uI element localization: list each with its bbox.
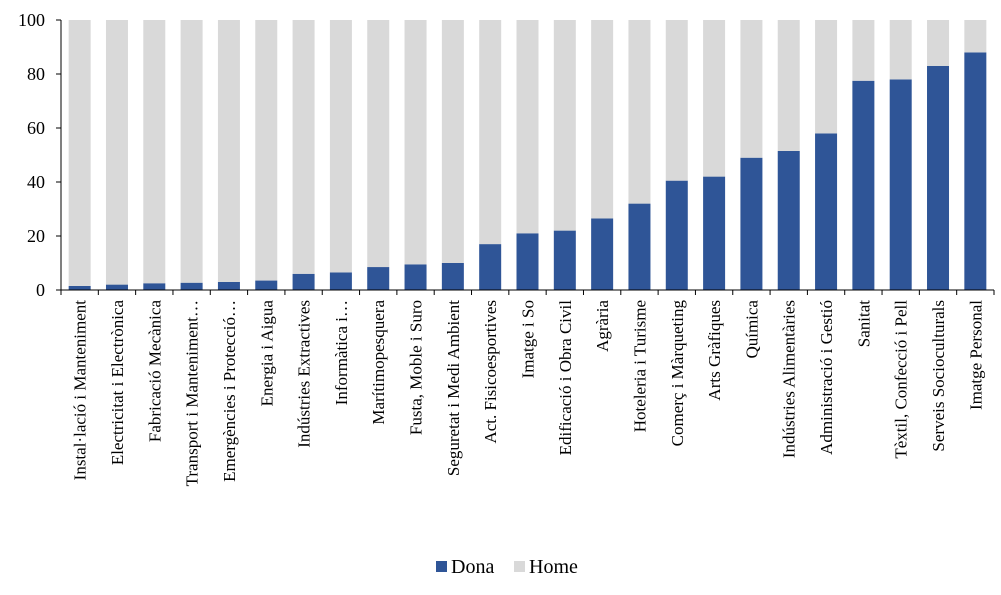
bar-dona-23 <box>927 65 950 291</box>
x-category-label: Fabricació Mecànica <box>145 300 164 443</box>
bar-dona-24 <box>964 52 987 291</box>
bar-home-4 <box>217 20 240 282</box>
legend: Dona Home <box>436 556 578 578</box>
bar-home-23 <box>927 20 950 66</box>
x-category-label: Informàtica i… <box>332 300 351 405</box>
bar-home-20 <box>815 20 838 134</box>
bar-dona-5 <box>255 280 278 290</box>
legend-swatch-home <box>514 561 525 572</box>
bar-home-15 <box>628 20 651 204</box>
y-axis-ticks: 0 20 40 60 80 100 <box>18 10 61 300</box>
y-tick-label: 40 <box>27 172 45 192</box>
y-tick-label: 80 <box>27 64 45 84</box>
x-category-label: Edificació i Obra Civil <box>556 300 575 456</box>
x-category-label: Química <box>742 300 761 359</box>
bar-dona-22 <box>889 79 912 291</box>
y-tick-label: 0 <box>36 280 45 300</box>
bar-dona-11 <box>479 244 502 290</box>
bar-home-17 <box>703 20 726 177</box>
x-category-label: Sanitat <box>854 300 873 347</box>
bar-home-21 <box>852 20 875 81</box>
x-category-label: Tèxtil, Confecció i Pell <box>892 300 911 459</box>
bar-dona-9 <box>404 264 427 290</box>
bar-home-19 <box>777 20 800 151</box>
x-category-label: Imatge Personal <box>966 300 985 410</box>
axis-layer <box>60 20 995 295</box>
y-tick-label: 60 <box>27 118 45 138</box>
x-category-label: Arts Gràfiques <box>705 300 724 401</box>
x-category-label: Act. Fisicoesportives <box>481 300 500 444</box>
bar-home-2 <box>143 20 166 284</box>
x-category-label: Serveis Socioculturals <box>929 300 948 452</box>
bar-home-12 <box>516 20 539 234</box>
bar-dona-20 <box>815 133 838 290</box>
x-category-label: Imatge i So <box>519 300 538 378</box>
y-tick-label: 100 <box>18 10 45 30</box>
bar-dona-16 <box>665 180 688 290</box>
bar-dona-3 <box>180 282 203 290</box>
bar-home-3 <box>180 20 203 283</box>
bar-dona-12 <box>516 233 539 290</box>
bar-home-22 <box>889 20 912 80</box>
bar-dona-0 <box>68 285 91 290</box>
bar-home-0 <box>68 20 91 286</box>
x-category-label: Electricitat i Electrònica <box>108 300 127 466</box>
x-category-label: Marítimopesquera <box>369 300 388 425</box>
bar-home-14 <box>591 20 614 219</box>
x-category-label: Transport i Manteniment… <box>183 300 202 486</box>
bar-home-9 <box>404 20 427 265</box>
x-category-label: Hoteleria i Turisme <box>630 300 649 432</box>
bar-home-5 <box>255 20 278 281</box>
bar-dona-21 <box>852 80 875 290</box>
bar-dona-6 <box>292 273 315 290</box>
bar-dona-18 <box>740 157 763 290</box>
bar-dona-1 <box>105 284 128 290</box>
x-category-label: Instal·lació i Manteniment <box>71 300 90 481</box>
bar-dona-10 <box>441 263 464 290</box>
bar-home-8 <box>367 20 390 268</box>
x-category-label: Seguretat i Medi Ambient <box>444 300 463 476</box>
bar-home-16 <box>665 20 688 181</box>
bar-dona-14 <box>591 218 614 290</box>
bar-home-1 <box>105 20 128 285</box>
bar-dona-13 <box>553 230 576 290</box>
x-category-label: Agrària <box>593 300 612 352</box>
bars-layer <box>68 20 987 291</box>
legend-label-dona: Dona <box>451 556 494 578</box>
bar-home-24 <box>964 20 987 53</box>
bar-home-13 <box>553 20 576 231</box>
bar-dona-19 <box>777 150 800 290</box>
x-axis-category-labels: Instal·lació i Manteniment Electricitat i… <box>71 300 986 487</box>
bar-home-10 <box>441 20 464 263</box>
bar-dona-17 <box>703 176 726 290</box>
bar-dona-15 <box>628 203 651 290</box>
legend-swatch-dona <box>436 561 447 572</box>
bar-dona-2 <box>143 283 166 290</box>
bar-home-18 <box>740 20 763 158</box>
x-category-label: Comerç i Màrqueting <box>668 300 687 447</box>
bar-home-11 <box>479 20 502 245</box>
bar-home-7 <box>329 20 352 273</box>
x-category-label: Indústries Extractives <box>295 300 314 448</box>
x-category-label: Administració i Gestió <box>817 300 836 455</box>
bar-dona-8 <box>367 267 390 290</box>
bar-home-6 <box>292 20 315 274</box>
x-category-label: Fusta, Moble i Suro <box>407 300 426 435</box>
x-category-label: Emergències i Protecció… <box>220 300 239 482</box>
bar-dona-4 <box>217 281 240 290</box>
legend-label-home: Home <box>529 556 578 578</box>
x-category-label: Indústries Alimentàries <box>780 300 799 458</box>
bar-dona-7 <box>329 272 352 290</box>
x-category-label: Energia i Aigua <box>257 300 276 407</box>
y-tick-label: 20 <box>27 226 45 246</box>
